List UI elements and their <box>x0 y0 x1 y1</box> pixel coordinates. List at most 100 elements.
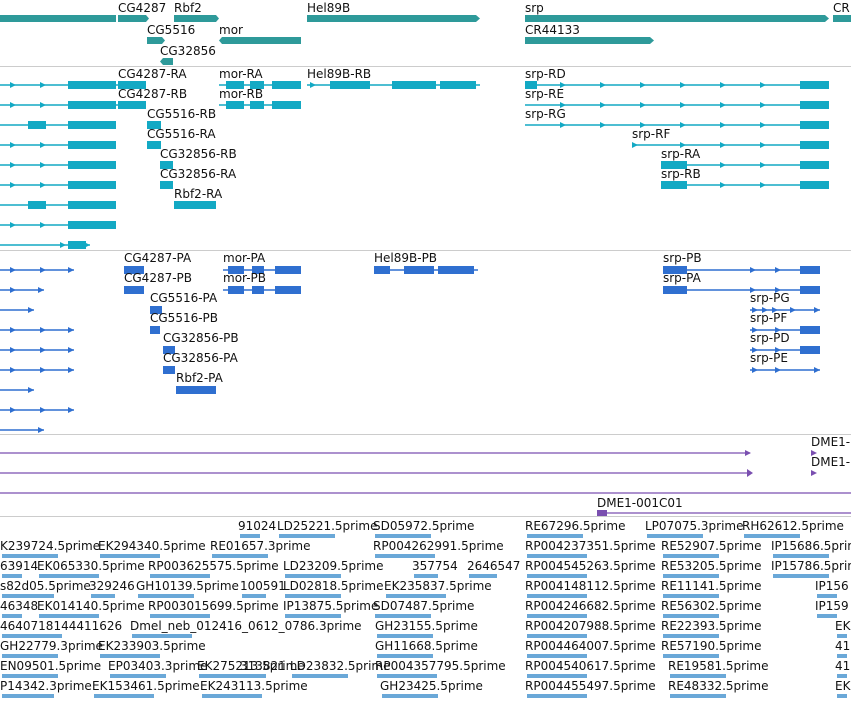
contig-block[interactable] <box>597 510 607 516</box>
est-label[interactable]: RP003625575.5prime <box>148 559 279 573</box>
transcript-exon[interactable] <box>118 101 146 109</box>
est-label[interactable]: EK <box>835 619 851 633</box>
est-read[interactable] <box>469 574 497 578</box>
est-read[interactable] <box>837 654 847 658</box>
est-label[interactable]: 357754 <box>412 559 458 573</box>
transcript-exon[interactable] <box>68 101 116 109</box>
est-read[interactable] <box>2 634 62 638</box>
transcript-label[interactable]: mor-RA <box>219 67 263 81</box>
transcript-exon[interactable] <box>68 81 116 89</box>
est-label[interactable]: 41 <box>835 659 850 673</box>
est-read[interactable] <box>527 574 587 578</box>
transcript-label[interactable]: srp-RF <box>632 127 670 141</box>
protein-block[interactable] <box>275 266 301 274</box>
est-label[interactable]: Dmel_neb_012416_0612_0786.3prime <box>130 619 362 633</box>
est-read[interactable] <box>138 594 194 598</box>
est-read[interactable] <box>132 634 192 638</box>
gene-label[interactable]: mor <box>219 23 243 37</box>
est-read[interactable] <box>527 594 587 598</box>
est-read[interactable] <box>386 594 446 598</box>
gene-feature[interactable] <box>833 15 851 22</box>
est-label[interactable]: IP156 <box>815 579 849 593</box>
protein-block[interactable] <box>663 266 687 274</box>
est-label[interactable]: LP07075.3prime <box>645 519 744 533</box>
est-read[interactable] <box>279 534 335 538</box>
est-label[interactable]: RP004237351.5prime <box>525 539 656 553</box>
est-label[interactable]: EN09501.5prime <box>0 659 101 673</box>
est-label[interactable]: EK <box>835 679 851 693</box>
est-label[interactable]: RE67296.5prime <box>525 519 626 533</box>
est-read[interactable] <box>663 654 719 658</box>
transcript-exon[interactable] <box>226 81 244 89</box>
est-label[interactable]: LD25221.5prime <box>277 519 378 533</box>
est-label[interactable]: EK065330.5prime <box>37 559 145 573</box>
est-label[interactable]: 4640718144411626 <box>0 619 122 633</box>
est-read[interactable] <box>39 614 99 618</box>
est-read[interactable] <box>837 674 847 678</box>
gene-feature[interactable] <box>0 15 116 22</box>
est-label[interactable]: K239724.5prime <box>0 539 100 553</box>
transcript-exon[interactable] <box>68 181 116 189</box>
transcript-exon[interactable] <box>68 221 116 229</box>
est-label[interactable]: 313821 <box>240 659 286 673</box>
est-label[interactable]: SD05972.5prime <box>373 519 474 533</box>
est-label[interactable]: EP03403.3prime <box>108 659 207 673</box>
protein-label[interactable]: CG32856-PB <box>163 331 239 345</box>
gene-feature[interactable] <box>174 15 219 22</box>
transcript-exon[interactable] <box>68 121 116 129</box>
transcript-label[interactable]: CG5516-RB <box>147 107 216 121</box>
est-read[interactable] <box>744 534 800 538</box>
transcript-exon[interactable] <box>330 81 370 89</box>
transcript-exon[interactable] <box>800 181 829 189</box>
est-read[interactable] <box>527 554 587 558</box>
protein-block[interactable] <box>150 306 162 314</box>
est-read[interactable] <box>285 594 341 598</box>
est-label[interactable]: LD23832.5prime <box>290 659 391 673</box>
est-read[interactable] <box>150 574 210 578</box>
protein-block[interactable] <box>252 266 264 274</box>
est-read[interactable] <box>285 614 341 618</box>
est-label[interactable]: RE22393.5prime <box>661 619 762 633</box>
transcript-exon[interactable] <box>174 201 216 209</box>
transcript-exon[interactable] <box>147 121 161 129</box>
gene-feature[interactable] <box>160 58 173 65</box>
est-read[interactable] <box>199 674 259 678</box>
transcript-exon[interactable] <box>272 81 301 89</box>
protein-block[interactable] <box>228 266 244 274</box>
est-label[interactable]: RP004464007.5prime <box>525 639 656 653</box>
transcript-label[interactable]: CG32856-RB <box>160 147 237 161</box>
transcript-exon[interactable] <box>272 101 301 109</box>
transcript-label[interactable]: srp-RA <box>661 147 701 161</box>
est-read[interactable] <box>150 614 210 618</box>
transcript-exon[interactable] <box>28 201 46 209</box>
transcript-label[interactable]: srp-RG <box>525 107 566 121</box>
gene-feature[interactable] <box>525 15 829 22</box>
est-label[interactable]: RE56302.5prime <box>661 599 762 613</box>
gene-feature[interactable] <box>525 37 654 44</box>
transcript-exon[interactable] <box>68 201 116 209</box>
est-label[interactable]: IP159 <box>815 599 849 613</box>
est-label[interactable]: EK014140.5prime <box>37 599 145 613</box>
est-label[interactable]: RE11141.5prime <box>661 579 762 593</box>
est-read[interactable] <box>647 534 703 538</box>
gene-label[interactable]: CG32856 <box>160 44 216 58</box>
protein-block[interactable] <box>150 326 160 334</box>
est-label[interactable]: RP003015699.5prime <box>148 599 279 613</box>
transcript-exon[interactable] <box>661 161 687 169</box>
est-label[interactable]: s82d05.5prime <box>0 579 91 593</box>
est-label[interactable]: 41 <box>835 639 850 653</box>
protein-block[interactable] <box>163 346 175 354</box>
est-label[interactable]: 2646547 <box>467 559 520 573</box>
transcript-label[interactable]: Rbf2-RA <box>174 187 223 201</box>
est-read[interactable] <box>2 594 54 598</box>
est-label[interactable]: RP004545263.5prime <box>525 559 656 573</box>
gene-feature[interactable] <box>219 37 301 44</box>
est-label[interactable]: RP004540617.5prime <box>525 659 656 673</box>
gene-label[interactable]: srp <box>525 1 544 15</box>
est-read[interactable] <box>377 674 437 678</box>
transcript-exon[interactable] <box>28 121 46 129</box>
gene-label[interactable]: CR <box>833 1 850 15</box>
est-label[interactable]: RE19581.5prime <box>668 659 769 673</box>
est-read[interactable] <box>527 614 587 618</box>
est-read[interactable] <box>2 654 58 658</box>
